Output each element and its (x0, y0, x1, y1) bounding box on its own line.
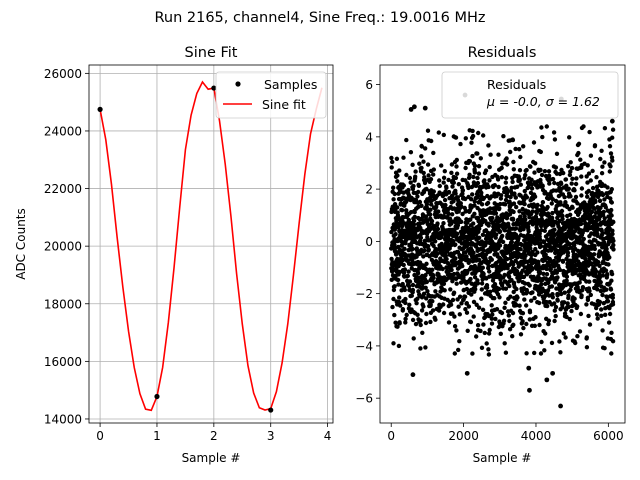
residuals-ytick-label: 2 (365, 183, 373, 197)
residuals-legend: Residuals μ = -0.0, σ = 1.62 (441, 71, 619, 119)
residuals-xtick-label: 0 (387, 429, 395, 443)
sine-fit-ytick-label: 18000 (44, 297, 82, 311)
residual-outlier-point (558, 403, 563, 409)
residuals-axes: Residuals 0 2000 4000 6000 −6 −4 −2 0 2 4 6 Sampl… (355, 45, 626, 465)
residuals-ytick-label: −6 (355, 392, 373, 406)
residuals-ytick-label: −2 (355, 287, 373, 301)
sine-fit-xtick-label: 1 (153, 429, 161, 443)
sine-fit-line-layer (99, 80, 323, 412)
sine-fit-xtick-label: 3 (267, 429, 275, 443)
residuals-xticks: 0 2000 4000 6000 (387, 423, 624, 443)
sine-fit-xlabel: Sample # (182, 451, 241, 465)
sine-fit-ytick-label: 20000 (44, 240, 82, 254)
residual-outlier-point (550, 370, 556, 376)
residuals-ytick-label: −4 (355, 339, 373, 353)
sine-fit-xtick-label: 4 (324, 429, 332, 443)
sine-fit-ytick-label: 14000 (44, 412, 82, 426)
residuals-xtick-label: 4000 (521, 429, 552, 443)
sine-fit-legend-box (215, 71, 327, 119)
sine-fit-title: Sine Fit (185, 45, 238, 61)
legend-samples-marker (235, 81, 241, 87)
residuals-xtick-label: 6000 (593, 429, 624, 443)
residuals-xlabel: Sample # (473, 451, 532, 465)
residuals-xtick-label: 2000 (448, 429, 479, 443)
sample-point (97, 106, 103, 112)
residuals-title: Residuals (468, 45, 537, 61)
sine-fit-sample-points (97, 85, 274, 413)
residual-outlier-point (422, 105, 428, 111)
residual-outlier-point (526, 365, 532, 371)
sine-fit-ytick-label: 26000 (44, 67, 82, 81)
sine-fit-ylabel: ADC Counts (14, 208, 28, 280)
residual-outlier-point (411, 104, 417, 110)
residual-outlier-point (464, 370, 470, 376)
sine-fit-frame (88, 64, 334, 424)
sine-fit-xticks: 0 1 2 3 4 (96, 423, 331, 443)
residual-outlier-point (609, 118, 615, 124)
residual-outlier-point (527, 387, 532, 393)
sine-fit-yticks: 14000 16000 18000 20000 22000 24000 26000 (44, 67, 89, 426)
residuals-ytick-label: 6 (365, 78, 373, 92)
residual-outlier-point (408, 107, 414, 112)
sine-fit-xtick-label: 2 (210, 429, 218, 443)
legend-samples-label: Samples (264, 77, 317, 92)
figure-suptitle: Run 2165, channel4, Sine Freq.: 19.0016 … (154, 10, 485, 26)
sample-point (154, 393, 160, 400)
residuals-frame (379, 64, 626, 424)
legend-residuals-stats: μ = -0.0, σ = 1.62 (486, 94, 600, 109)
legend-residuals-label: Residuals (487, 77, 546, 92)
residuals-ytick-label: 0 (365, 235, 373, 249)
sine-fit-legend: Samples Sine fit (215, 71, 327, 119)
residual-outlier-point (544, 377, 550, 383)
legend-sine-fit-label: Sine fit (262, 97, 306, 112)
sample-point (268, 407, 274, 413)
sine-fit-curve (99, 80, 323, 412)
residual-outlier-point (410, 372, 416, 378)
sine-fit-axes: Sine Fit 0 1 2 3 4 14000 16000 18000 20000 22000… (14, 45, 334, 465)
residuals-legend-box (441, 71, 619, 119)
residual-point-cloud (389, 124, 616, 357)
sine-fit-ytick-label: 22000 (44, 182, 82, 196)
sine-fit-ytick-label: 16000 (44, 355, 82, 369)
sample-point (211, 85, 217, 91)
sine-fit-xtick-label: 0 (96, 429, 104, 443)
sine-fit-ytick-label: 24000 (44, 124, 82, 138)
residuals-yticks: −6 −4 −2 0 2 4 6 (355, 78, 380, 406)
residuals-ytick-label: 4 (365, 130, 373, 144)
